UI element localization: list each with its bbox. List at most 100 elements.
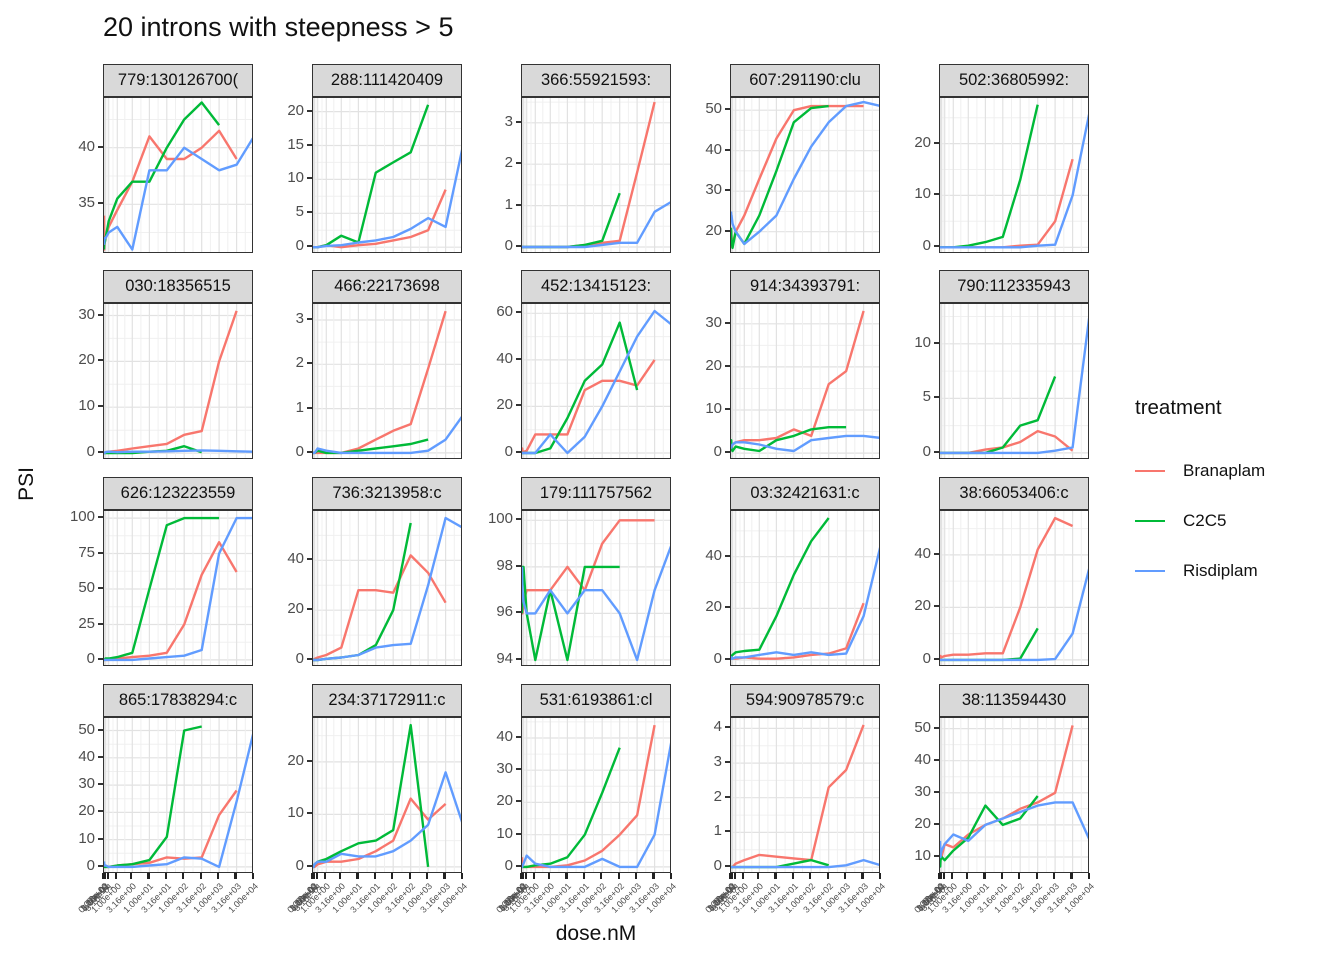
x-tick-mark [983,873,986,879]
y-tick-label: 10 [287,169,304,187]
y-tick-mark [98,864,103,867]
facet-plot [312,97,462,253]
x-tick-mark [324,873,327,879]
y-tick-label: 5 [922,388,931,406]
facet-strip: 466:22173698 [312,270,462,303]
facet-strip: 626:123223559 [103,477,253,510]
y-tick-label: 0 [713,857,722,875]
y-tick-label: 40 [496,349,513,367]
facet-strip: 736:3213958:c [312,477,462,510]
y-tick-mark [516,611,521,614]
x-tick-mark [103,873,106,879]
y-tick-mark [307,658,312,660]
y-tick-mark [516,832,521,835]
y-tick-label: 40 [287,550,304,568]
y-tick-label: 1 [504,195,513,213]
y-tick-label: 30 [705,313,722,331]
line-risdiplam [940,568,1088,662]
y-tick-mark [934,790,939,793]
facet-plot [939,303,1089,459]
y-tick-label: 0 [713,650,722,667]
x-tick-mark [1018,873,1021,879]
y-tick-mark [307,143,312,146]
facet-plot [730,303,880,459]
y-tick-mark [725,321,730,324]
line-branaplam [731,104,864,248]
x-tick-mark [1052,873,1056,879]
x-tick-mark [1070,873,1073,879]
y-tick-label: 0 [922,237,931,255]
facet-strip: 030:18356515 [103,270,253,303]
facet-strip-label: 779:130126700( [117,71,239,89]
y-tick-mark [516,658,521,660]
y-tick-mark [725,606,730,609]
x-tick-mark [182,873,185,879]
y-tick-label: 50 [78,579,95,596]
line-branaplam [731,310,865,452]
y-tick-mark [934,855,939,857]
y-tick-label: 10 [705,400,722,417]
line-risdiplam [522,201,670,249]
y-tick-mark [307,558,312,561]
y-tick-label: 40 [705,140,722,158]
y-tick-mark [516,768,521,771]
x-tick-mark [391,873,394,879]
x-tick-mark [524,873,527,879]
y-tick-mark [307,759,312,762]
x-tick-mark [216,873,220,879]
y-tick-mark [98,837,103,840]
x-tick-mark [843,873,847,879]
x-tick-mark [521,873,524,879]
y-tick-mark [934,822,939,825]
y-tick-mark [516,120,521,123]
y-axis-title: PSI [14,467,38,501]
x-tick-mark [356,873,359,879]
y-tick-mark [307,177,312,180]
facet-plot [312,510,462,666]
facet-plot [103,510,253,666]
line-risdiplam [731,434,879,453]
y-tick-label: 20 [287,101,304,119]
x-tick-mark [652,873,655,879]
line-branaplam [313,310,447,455]
y-tick-mark [725,229,730,232]
line-c2c5 [731,517,830,659]
x-tick-mark [809,873,812,879]
y-tick-label: 0 [295,442,304,460]
x-tick-mark [312,873,315,879]
legend-items: Branaplam C2C5 Risdiplam [1135,446,1265,596]
y-tick-mark [98,451,103,454]
legend-item: Branaplam [1135,446,1265,496]
y-tick-mark [98,622,103,625]
y-tick-label: 0 [295,856,304,874]
facet-plot [939,510,1089,666]
x-tick-mark [565,873,568,879]
figure-title: 20 introns with steepness > 5 [103,12,454,42]
legend: treatment Branaplam C2C5 Risdiplam [1135,396,1265,596]
facet-strip: 594:90978579:c [730,684,880,717]
y-tick-label: 10 [287,804,304,822]
facet-plot [312,717,462,873]
y-tick-label: 3 [504,112,513,130]
legend-title: treatment [1135,396,1222,419]
y-tick-label: 30 [705,181,722,199]
x-tick-mark [878,873,882,879]
facet-strip: 366:55921593: [521,64,671,97]
facet-strip: 452:13415123: [521,270,671,303]
facet-plot [730,510,880,666]
line-c2c5 [731,104,829,250]
y-tick-mark [725,189,730,192]
y-tick-mark [307,812,312,815]
x-tick-mark [861,873,864,879]
y-tick-mark [98,657,103,660]
y-tick-label: 40 [914,544,931,562]
line-c2c5 [522,192,621,249]
facet-plot [103,717,253,873]
line-branaplam [522,101,656,249]
facet-plot [939,97,1089,253]
facet-strip-label: 466:22173698 [334,277,440,295]
y-tick-mark [725,451,730,454]
x-tick-mark [1000,873,1003,879]
facet-strip-label: 366:55921593: [540,71,652,89]
x-tick-mark [106,873,109,879]
